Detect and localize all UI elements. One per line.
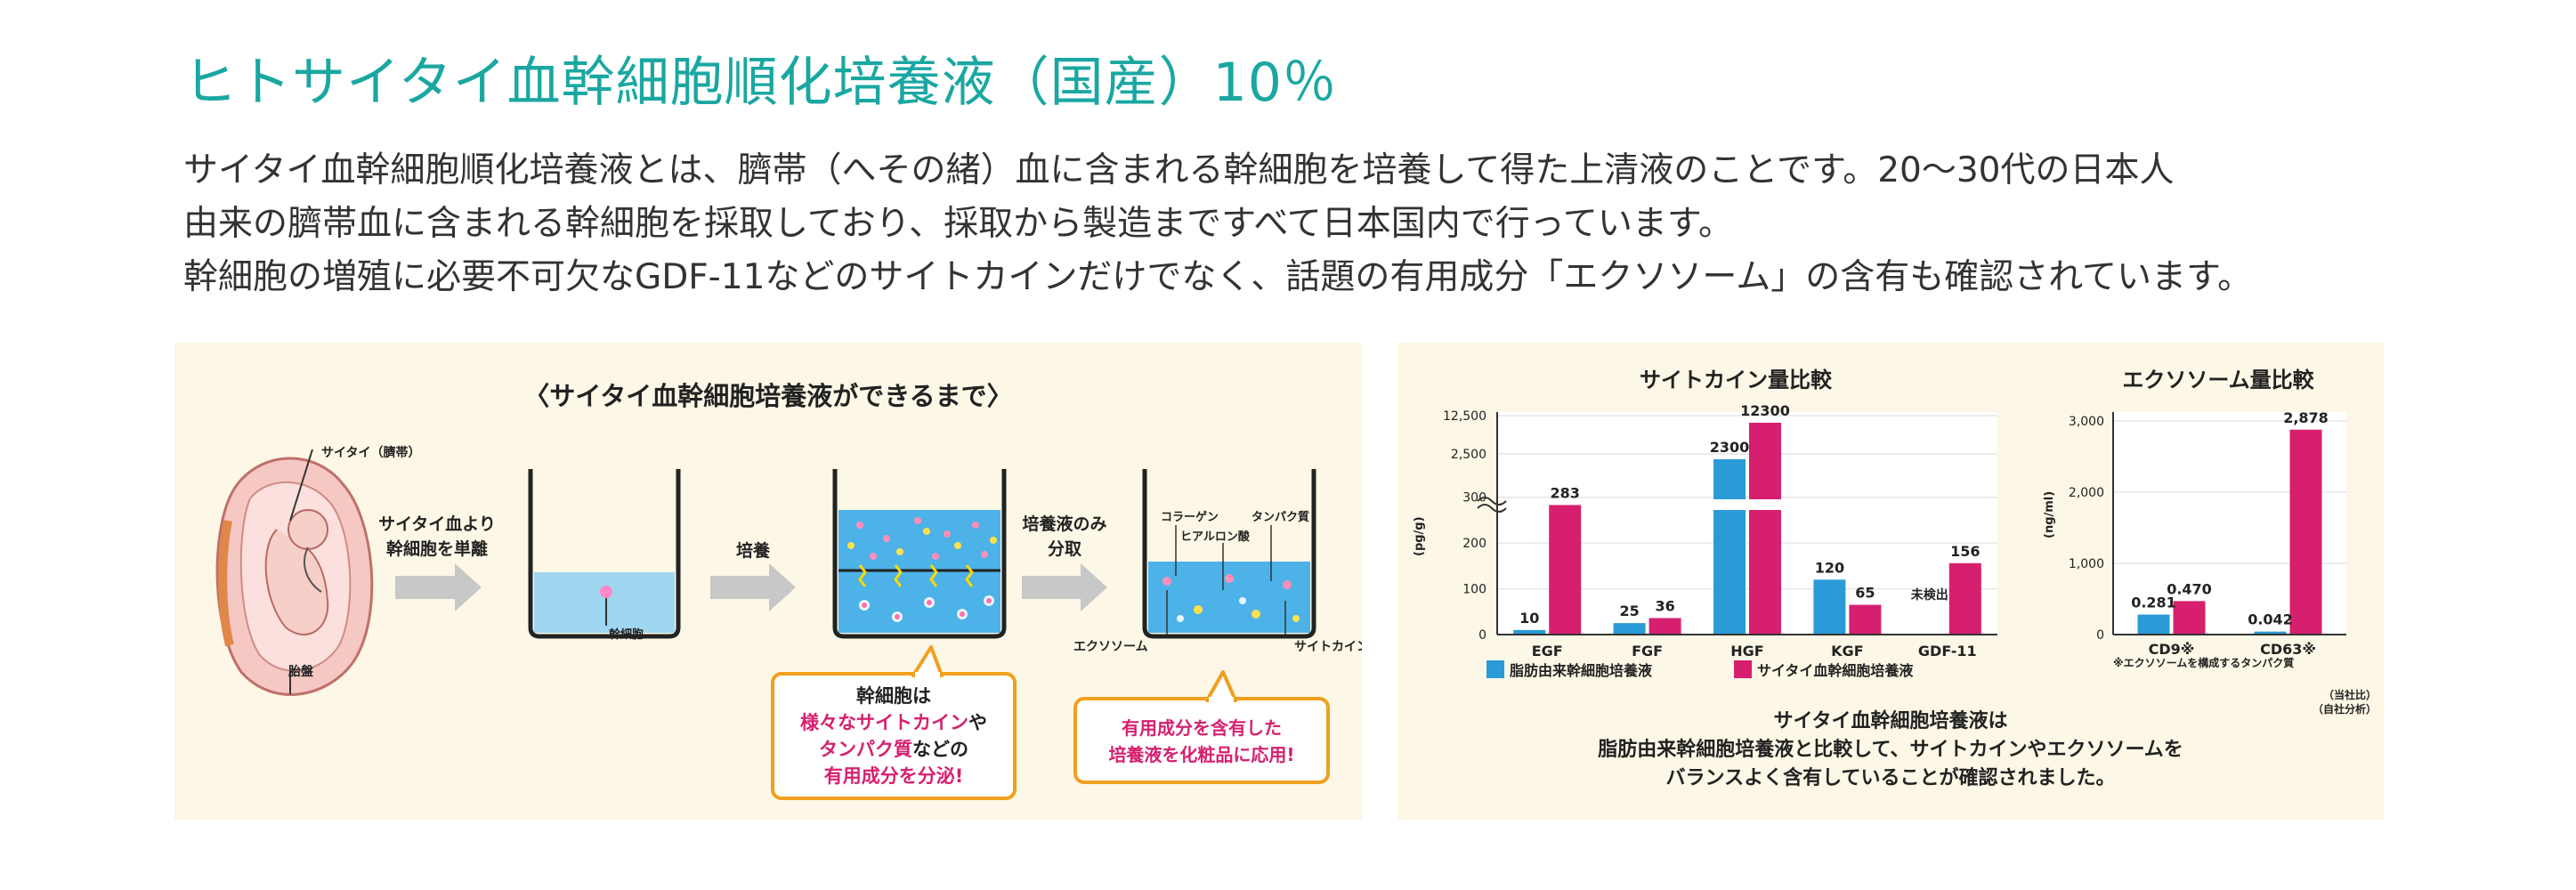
beaker-1 bbox=[528, 469, 681, 639]
chart2-bar bbox=[2289, 429, 2322, 635]
process-diagram: 〈サイタイ血幹細胞培養液ができるまで〉 サイタイ（臍帯） 胎盤 サイタイ血より … bbox=[215, 381, 1369, 800]
callout1-line1: 幹細胞は bbox=[856, 685, 931, 707]
chart2-title: エクソソーム量比較 bbox=[2122, 368, 2314, 392]
chart1-ylabel: (pg/g) bbox=[1413, 516, 1426, 556]
chart2-footnote: ※エクソソームを構成するタンパク質 bbox=[2113, 656, 2294, 669]
chart2-data-label: 0.281 bbox=[2131, 595, 2176, 611]
chart1-tick-label: 300 bbox=[1462, 491, 1486, 506]
callout-application bbox=[1073, 670, 1330, 784]
chart2-tick-label: 2,000 bbox=[2069, 486, 2104, 500]
page-title: ヒトサイタイ血幹細胞順化培養液（国産）10％ bbox=[183, 52, 1337, 114]
chart2-bar bbox=[2254, 631, 2287, 635]
step3-text-line2: 分取 bbox=[1048, 539, 1081, 559]
intro-line: サイタイ血幹細胞順化培養液とは、臍帯（へその緒）血に含まれる幹細胞を培養して得た… bbox=[183, 150, 2175, 190]
step2-text: 培養 bbox=[736, 540, 771, 561]
chart1-data-label: 未検出 bbox=[1911, 587, 1948, 603]
process-panel: 〈サイタイ血幹細胞培養液ができるまで〉 サイタイ（臍帯） 胎盤 サイタイ血より … bbox=[174, 343, 1369, 820]
conclusion-line3: バランスよく含有していることが確認されました。 bbox=[1666, 766, 2116, 789]
umbilical-label: サイタイ（臍帯） bbox=[321, 445, 420, 460]
chart1-tick-label: 12,500 bbox=[1443, 409, 1486, 424]
comparison-panel: サイトカイン量比較 0 100 200 300 2,500 12,500 (pg/g) 1… bbox=[1397, 343, 2384, 820]
chart2-bar bbox=[2173, 601, 2206, 635]
placenta-label: 胎盤 bbox=[288, 664, 314, 679]
intro-paragraph: サイタイ血幹細胞順化培養液とは、臍帯（へその緒）血に含まれる幹細胞を培養して得た… bbox=[183, 144, 2498, 304]
chart1-bar bbox=[1849, 604, 1882, 635]
intro-line: 幹細胞の増殖に必要不可欠なGDF-11などのサイトカインだけでなく、話題の有用成… bbox=[183, 257, 2253, 297]
intro-line: 由来の臍帯血に含まれる幹細胞を採取しており、採取から製造まですべて日本国内で行っ… bbox=[183, 204, 1733, 244]
callout1-line3: タンパク質などの bbox=[819, 739, 968, 760]
callout1-line4: 有用成分を分泌! bbox=[824, 765, 964, 787]
chart1-bar bbox=[1813, 579, 1846, 635]
chart1-data-label: 12300 bbox=[1740, 402, 1790, 419]
legend-swatch-adipose bbox=[1486, 660, 1504, 678]
source-note-line1: （当社比） bbox=[2323, 688, 2377, 701]
chart2-category-label: CD9※ bbox=[2149, 641, 2195, 658]
chart1-data-label: 120 bbox=[1815, 559, 1844, 576]
chart1-tick-label: 2,500 bbox=[1451, 448, 1486, 462]
chart1-bar bbox=[1549, 505, 1582, 635]
step3-text-line1: 培養液のみ bbox=[1022, 514, 1106, 534]
cytokine-label: サイトカイン bbox=[1294, 640, 1362, 654]
chart1-data-label: 10 bbox=[1519, 610, 1539, 627]
step1-text-line2: 幹細胞を単離 bbox=[386, 538, 488, 559]
chart1-bar bbox=[1513, 629, 1546, 635]
chart2-tick-label: 1,000 bbox=[2069, 557, 2104, 571]
exosome-label: エクソソーム bbox=[1073, 640, 1148, 654]
chart1-bar bbox=[1613, 623, 1646, 635]
protein-label: タンパク質 bbox=[1252, 510, 1309, 524]
legend-cordblood: サイタイ血幹細胞培養液 bbox=[1757, 662, 1914, 679]
chart2-data-label: 0.042 bbox=[2248, 611, 2293, 628]
chart1-data-label: 65 bbox=[1855, 585, 1875, 602]
axis-break bbox=[1477, 497, 1507, 513]
embryo-illustration bbox=[215, 449, 374, 696]
chart1-tick-label: 100 bbox=[1462, 583, 1486, 597]
stem-cell-label: 幹細胞 bbox=[609, 627, 644, 642]
chart1-category-label: KGF bbox=[1831, 643, 1863, 659]
chart2-data-label: 0.470 bbox=[2167, 580, 2212, 597]
legend-swatch-cordblood bbox=[1734, 660, 1752, 678]
step1-text-line1: サイタイ血より bbox=[378, 514, 496, 534]
chart1-bar bbox=[1648, 618, 1681, 635]
beaker-3 bbox=[1142, 469, 1316, 639]
chart1-category-label: FGF bbox=[1632, 643, 1663, 659]
arrow-3 bbox=[1022, 563, 1107, 611]
callout2-line1: 有用成分を含有した bbox=[1122, 717, 1282, 739]
chart1-data-label: 2300 bbox=[1710, 439, 1750, 456]
source-note-line2: （自社分析） bbox=[2313, 702, 2377, 716]
chart1-bar bbox=[1713, 459, 1746, 635]
chart2-tick-label: 3,000 bbox=[2069, 415, 2104, 429]
callout1-line2: 様々なサイトカインや bbox=[800, 712, 987, 733]
arrow-1 bbox=[395, 563, 482, 611]
chart1-category-label: EGF bbox=[1532, 643, 1563, 659]
chart1-bar-break bbox=[1747, 499, 1783, 510]
chart1-data-label: 156 bbox=[1950, 543, 1980, 560]
chart1-data-label: 36 bbox=[1655, 597, 1674, 614]
process-title: 〈サイタイ血幹細胞培養液ができるまで〉 bbox=[523, 381, 1012, 411]
chart1-bar-break bbox=[1712, 499, 1747, 510]
callout2-line2: 培養液を化粧品に応用! bbox=[1108, 744, 1294, 765]
conclusion-line1: サイタイ血幹細胞培養液は bbox=[1773, 709, 2007, 732]
chart2-category-label: CD63※ bbox=[2260, 641, 2316, 658]
chart1-category-label: GDF-11 bbox=[1918, 643, 1977, 659]
beaker-2 bbox=[832, 469, 1007, 639]
chart2-ylabel: (ng/ml) bbox=[2043, 491, 2056, 538]
chart1-bar bbox=[1749, 423, 1781, 635]
callout-secretion bbox=[771, 645, 1017, 800]
chart2-tick-label: 0 bbox=[2096, 628, 2104, 643]
chart1-category-label: HGF bbox=[1730, 643, 1763, 659]
collagen-label: コラーゲン bbox=[1161, 510, 1219, 524]
conclusion-line2: 脂肪由来幹細胞培養液と比較して、サイトカインやエクソソームを bbox=[1598, 738, 2183, 761]
chart1-bar bbox=[1948, 562, 1981, 635]
chart1-title: サイトカイン量比較 bbox=[1640, 368, 1833, 392]
chart2-bar bbox=[2137, 614, 2170, 635]
chart1-data-label: 25 bbox=[1619, 603, 1639, 619]
chart1-tick-label: 0 bbox=[1478, 628, 1486, 643]
chart1-data-label: 283 bbox=[1550, 484, 1579, 501]
chart1-tick-label: 200 bbox=[1462, 537, 1486, 551]
arrow-2 bbox=[710, 563, 796, 611]
chart2-data-label: 2,878 bbox=[2283, 409, 2329, 426]
hyaluronic-label: ヒアルロン酸 bbox=[1180, 530, 1251, 544]
legend-adipose: 脂肪由来幹細胞培養液 bbox=[1510, 662, 1653, 679]
